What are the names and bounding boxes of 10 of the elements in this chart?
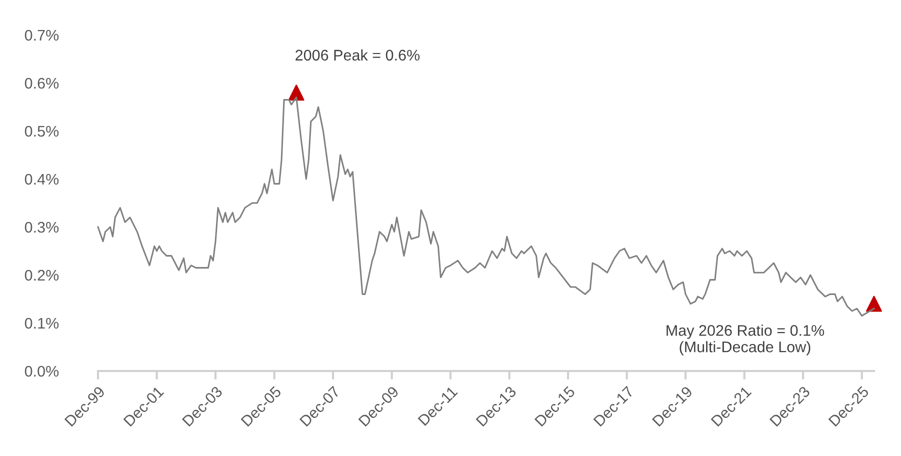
y-tick-label: 0.6% <box>24 78 59 89</box>
y-tick-label: 0.3% <box>24 222 59 233</box>
y-tick-label: 0.2% <box>24 270 59 281</box>
y-tick-label: 0.0% <box>24 366 59 377</box>
y-tick-label: 0.5% <box>24 126 59 137</box>
y-tick-label: 0.7% <box>24 30 59 41</box>
annotation: 2006 Peak = 0.6% <box>296 49 420 61</box>
y-tick-label: 0.4% <box>24 174 59 185</box>
annotation: May 2026 Ratio = 0.1% (Multi-Decade Low) <box>666 324 824 356</box>
y-tick-label: 0.1% <box>24 318 59 329</box>
